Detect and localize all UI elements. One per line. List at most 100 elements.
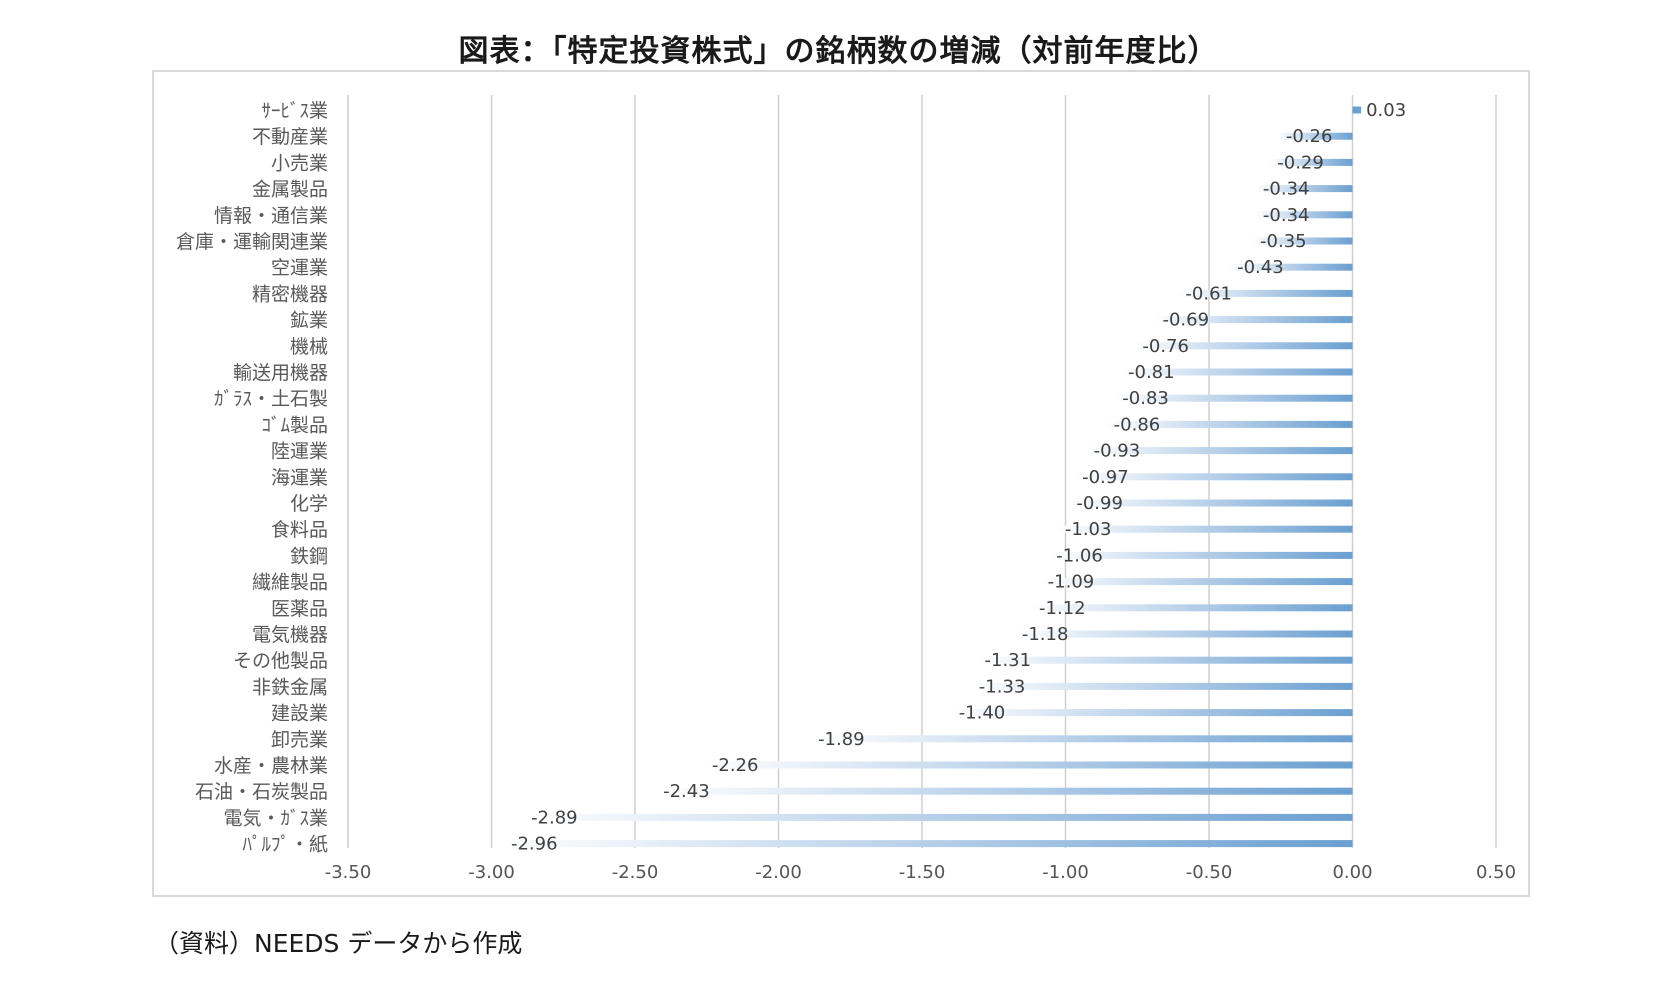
data-label: -1.09: [1048, 572, 1095, 593]
data-label: -0.81: [1128, 362, 1175, 383]
category-label: 海運業: [271, 467, 328, 489]
category-label: 空運業: [271, 257, 328, 279]
category-label: 建設業: [271, 703, 328, 725]
bar: [1031, 604, 1353, 612]
bar: [1074, 473, 1353, 481]
x-tick-label: -3.00: [468, 862, 515, 883]
data-label: -0.29: [1277, 152, 1324, 173]
category-label: 鉄鋼: [290, 545, 328, 567]
data-label: 0.03: [1366, 100, 1406, 121]
plot-frame: [152, 70, 1530, 897]
data-label: -2.43: [663, 781, 710, 802]
bar: [523, 813, 1353, 821]
data-label: -1.18: [1022, 624, 1069, 645]
category-label: 化学: [290, 493, 328, 515]
data-label: -2.89: [531, 807, 578, 828]
category-label: 水産・農林業: [214, 755, 328, 777]
data-label: -0.35: [1260, 231, 1307, 252]
category-label: ｺﾞﾑ製品: [261, 414, 328, 436]
bar: [1013, 630, 1353, 638]
bar: [1352, 106, 1362, 114]
data-label: -0.61: [1185, 283, 1232, 304]
category-label: 鉱業: [290, 310, 328, 332]
x-tick-label: -1.50: [899, 862, 946, 883]
data-label: -1.33: [979, 676, 1026, 697]
data-label: -1.89: [818, 729, 865, 750]
bar: [1254, 211, 1353, 219]
bar: [810, 735, 1353, 743]
category-label: 金属製品: [252, 179, 328, 201]
bar: [1177, 289, 1353, 297]
bar: [1068, 499, 1353, 507]
data-label: -0.34: [1263, 205, 1310, 226]
data-label: -0.97: [1082, 467, 1129, 488]
bar: [1134, 342, 1353, 350]
bar: [1154, 316, 1353, 324]
bar: [1056, 525, 1353, 533]
bar: [1114, 394, 1353, 402]
bar: [1277, 132, 1353, 140]
category-label: 電気・ｶﾞｽ業: [223, 807, 328, 829]
data-label: -0.26: [1286, 126, 1333, 147]
data-label: -0.93: [1094, 441, 1141, 462]
data-label: -0.99: [1076, 493, 1123, 514]
data-label: -1.40: [959, 703, 1006, 724]
bar: [502, 840, 1353, 848]
bar: [1120, 368, 1353, 376]
bar: [1039, 578, 1353, 586]
data-label: -0.69: [1162, 310, 1209, 331]
data-label: -1.06: [1056, 545, 1103, 566]
category-label: 陸運業: [271, 441, 328, 463]
data-label: -1.03: [1065, 519, 1112, 540]
x-tick-label: -1.00: [1042, 862, 1089, 883]
bar: [1105, 420, 1353, 428]
category-label: 非鉄金属: [252, 676, 328, 698]
x-tick-label: -0.50: [1186, 862, 1233, 883]
bar: [703, 761, 1353, 769]
category-label: ｶﾞﾗｽ・土石製: [214, 388, 328, 410]
category-label: 倉庫・運輸関連業: [176, 231, 328, 253]
category-label: その他製品: [233, 650, 328, 672]
bar: [950, 709, 1353, 717]
bar: [1229, 263, 1353, 271]
x-tick-label: -2.50: [612, 862, 659, 883]
x-tick-label: -3.50: [325, 862, 372, 883]
data-label: -0.86: [1114, 414, 1161, 435]
data-label: -0.43: [1237, 257, 1284, 278]
category-label: 電気機器: [252, 624, 328, 646]
category-label: 食料品: [271, 519, 328, 541]
x-tick-label: 0.50: [1476, 862, 1516, 883]
bar: [1269, 158, 1353, 166]
data-label: -1.12: [1039, 598, 1086, 619]
bar: [1252, 237, 1353, 245]
x-tick-label: -2.00: [755, 862, 802, 883]
data-label: -0.83: [1122, 388, 1169, 409]
category-label: 石油・石炭製品: [195, 781, 328, 803]
source-note: （資料）NEEDS データから作成: [154, 929, 523, 958]
category-label: ｻｰﾋﾞｽ業: [261, 100, 328, 122]
data-label: -0.34: [1263, 179, 1310, 200]
data-label: -0.76: [1142, 336, 1189, 357]
category-label: ﾊﾟﾙﾌﾟ・紙: [242, 834, 328, 856]
bar: [970, 682, 1353, 690]
category-label: 精密機器: [252, 283, 328, 305]
category-label: 不動産業: [252, 126, 328, 148]
category-label: 輸送用機器: [233, 362, 328, 384]
bar: [655, 787, 1353, 795]
category-label: 情報・通信業: [214, 205, 328, 227]
chart-title: 図表：「特定投資株式」の銘柄数の増減（対前年度比）: [458, 34, 1219, 69]
x-tick-label: 0.00: [1332, 862, 1372, 883]
category-label: 機械: [290, 336, 328, 358]
bar: [1048, 551, 1353, 559]
bar: [976, 656, 1353, 664]
bar: [1085, 447, 1353, 455]
category-label: 卸売業: [271, 729, 328, 751]
category-label: 繊維製品: [252, 572, 328, 594]
data-label: -2.96: [511, 834, 558, 855]
bar: [1254, 185, 1353, 193]
category-label: 医薬品: [271, 598, 328, 620]
category-label: 小売業: [271, 152, 328, 174]
data-label: -1.31: [985, 650, 1032, 671]
data-label: -2.26: [712, 755, 759, 776]
